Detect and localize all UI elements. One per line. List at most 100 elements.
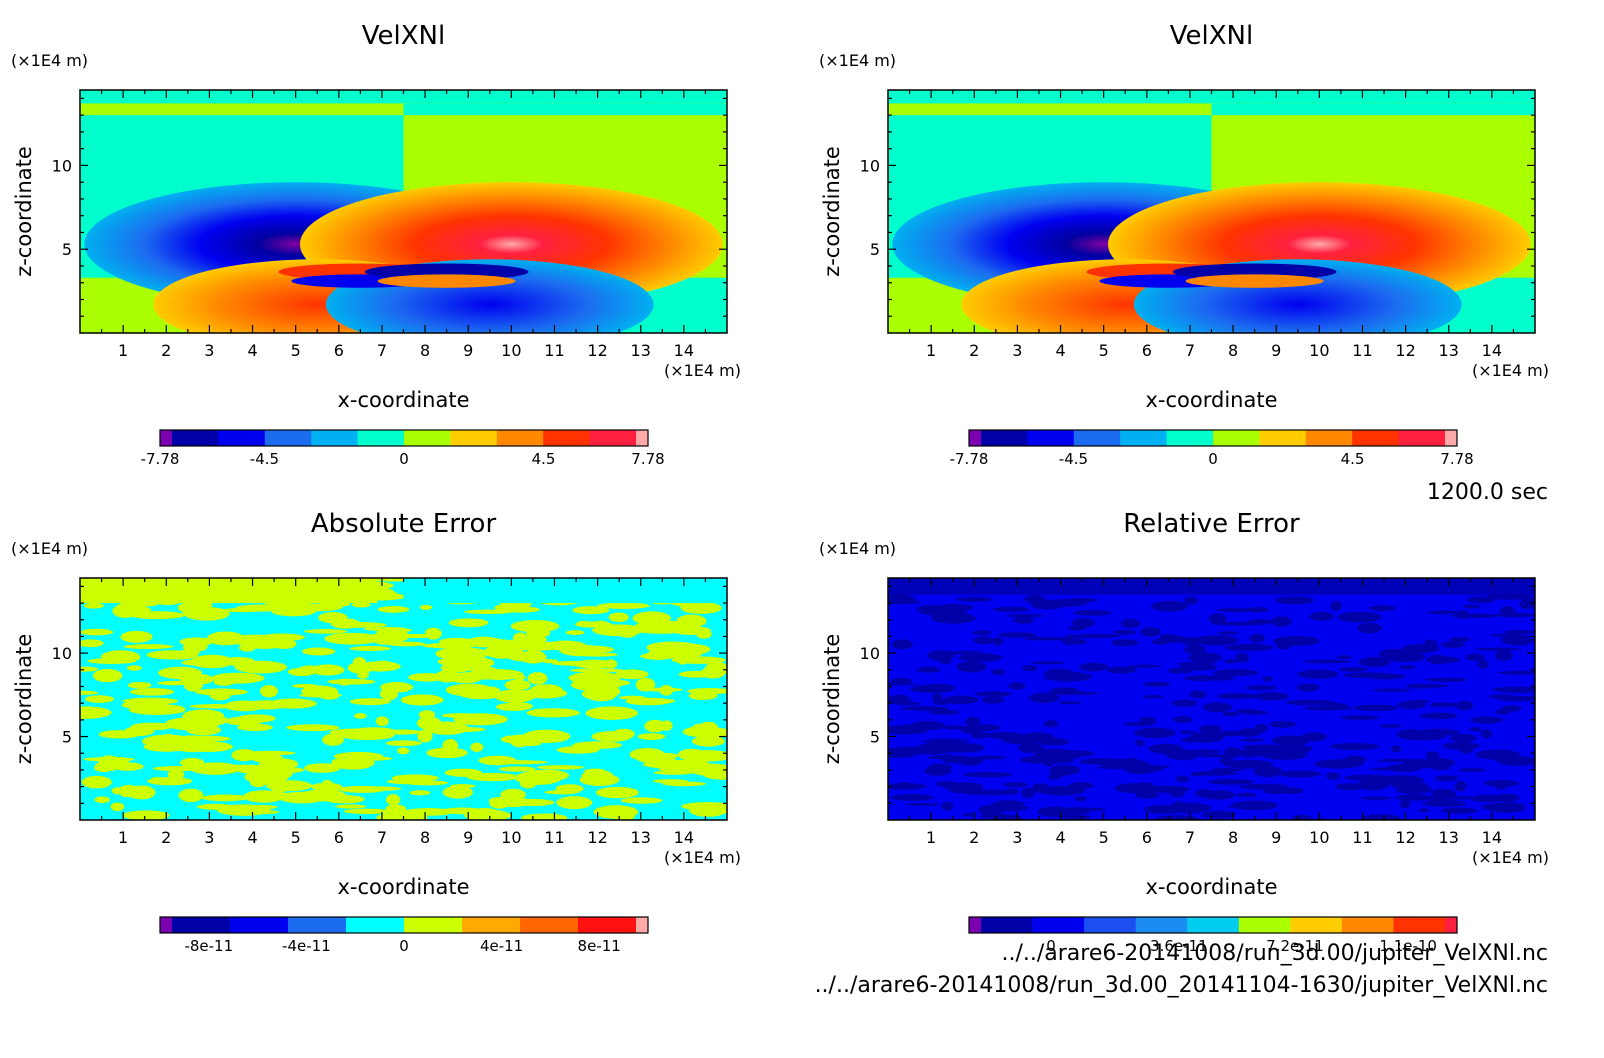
x-tick-label: 7 <box>1185 828 1195 847</box>
error-patch <box>1477 659 1489 669</box>
heatmap-field <box>888 578 1535 820</box>
error-patch <box>1451 613 1498 618</box>
colorbar-swatch <box>1213 430 1260 446</box>
x-tick-label: 2 <box>969 341 979 360</box>
x-tick-label: 13 <box>631 828 651 847</box>
error-patch <box>182 609 201 616</box>
error-patch <box>1390 745 1402 753</box>
error-patch <box>1193 635 1239 646</box>
error-patch <box>1114 783 1154 794</box>
y-tick-label: 5 <box>870 728 880 747</box>
colorbar-swatch <box>981 917 1034 933</box>
colorbar-swatch <box>160 917 172 933</box>
colorbar-swatch <box>1135 917 1188 933</box>
error-patch <box>1079 758 1127 765</box>
x-tick-label: 5 <box>1099 341 1109 360</box>
error-patch <box>1449 733 1477 743</box>
x-tick-label: 10 <box>501 341 521 360</box>
colorbar-frame <box>968 916 1458 934</box>
error-patch <box>1422 799 1467 807</box>
error-patch <box>1172 801 1183 810</box>
error-patch <box>80 639 104 648</box>
error-patch <box>974 724 1001 732</box>
colorbar-swatch <box>1352 430 1400 446</box>
x-tick-label: 7 <box>377 828 387 847</box>
colorbar-label: 7.2e-11 <box>1266 937 1324 955</box>
error-patch <box>1022 665 1039 672</box>
error-patch <box>1224 643 1274 652</box>
x-tick-label: 13 <box>631 341 651 360</box>
error-patch <box>209 688 232 701</box>
error-patch <box>299 789 347 802</box>
error-patch <box>260 684 278 698</box>
error-patch <box>1037 806 1071 818</box>
error-patch <box>487 691 543 699</box>
error-patch <box>116 601 148 614</box>
error-patch <box>1180 637 1203 646</box>
error-patch <box>80 666 99 672</box>
error-patch <box>895 701 921 706</box>
error-patch <box>343 808 391 815</box>
error-patch <box>470 742 484 753</box>
error-patch <box>1211 768 1244 772</box>
heatmap-field <box>80 90 727 333</box>
error-patch <box>981 696 1005 704</box>
error-patch <box>1488 802 1526 809</box>
error-patch <box>476 669 500 676</box>
error-patch <box>1455 700 1474 711</box>
error-patch <box>602 680 625 687</box>
error-patch <box>1470 716 1503 724</box>
error-patch <box>899 782 912 787</box>
colorbar-label: 7.78 <box>631 450 664 468</box>
error-patch <box>210 672 265 684</box>
error-patch <box>268 698 317 709</box>
colorbar-label: 0 <box>399 937 409 955</box>
error-patch <box>448 618 489 628</box>
colorbar-swatch <box>404 917 463 933</box>
error-patch <box>330 622 387 628</box>
colorbar-swatch <box>543 430 591 446</box>
error-patch <box>409 790 431 796</box>
error-patch <box>324 632 381 645</box>
error-patch <box>923 683 955 693</box>
error-patch <box>271 639 297 650</box>
error-patch <box>1026 788 1077 793</box>
error-patch <box>94 796 110 804</box>
error-patch <box>400 694 444 706</box>
error-patch <box>1278 770 1322 778</box>
error-patch <box>1480 729 1493 739</box>
top-band-dark <box>80 90 727 104</box>
error-patch <box>375 716 389 727</box>
error-patch <box>1358 656 1391 668</box>
error-patch <box>1253 692 1289 701</box>
error-patch <box>1395 786 1432 794</box>
error-patch <box>1133 727 1176 739</box>
error-patch <box>442 785 473 799</box>
error-patch <box>1067 625 1087 631</box>
x-tick-label: 10 <box>1309 828 1329 847</box>
error-patch <box>1125 766 1157 774</box>
error-patch <box>1028 692 1060 704</box>
error-patch <box>559 644 606 657</box>
error-patch <box>1361 814 1401 820</box>
error-patch <box>1031 748 1071 754</box>
error-patch <box>109 757 130 764</box>
error-patch <box>1212 669 1260 677</box>
error-patch <box>1469 727 1482 732</box>
error-patch <box>1239 729 1258 738</box>
error-patch <box>258 758 299 770</box>
error-patch <box>244 750 296 756</box>
error-patch <box>1343 672 1393 679</box>
error-patch <box>498 766 536 772</box>
error-patch <box>931 612 976 624</box>
error-patch <box>1442 741 1480 750</box>
error-patch <box>1222 711 1240 717</box>
error-patch <box>943 695 979 705</box>
error-patch <box>1283 746 1310 755</box>
error-patch <box>1111 639 1139 647</box>
error-patch <box>888 599 922 605</box>
error-patch <box>1003 782 1028 788</box>
error-patch <box>377 605 410 613</box>
error-patch <box>579 773 620 786</box>
error-patch <box>438 637 475 646</box>
